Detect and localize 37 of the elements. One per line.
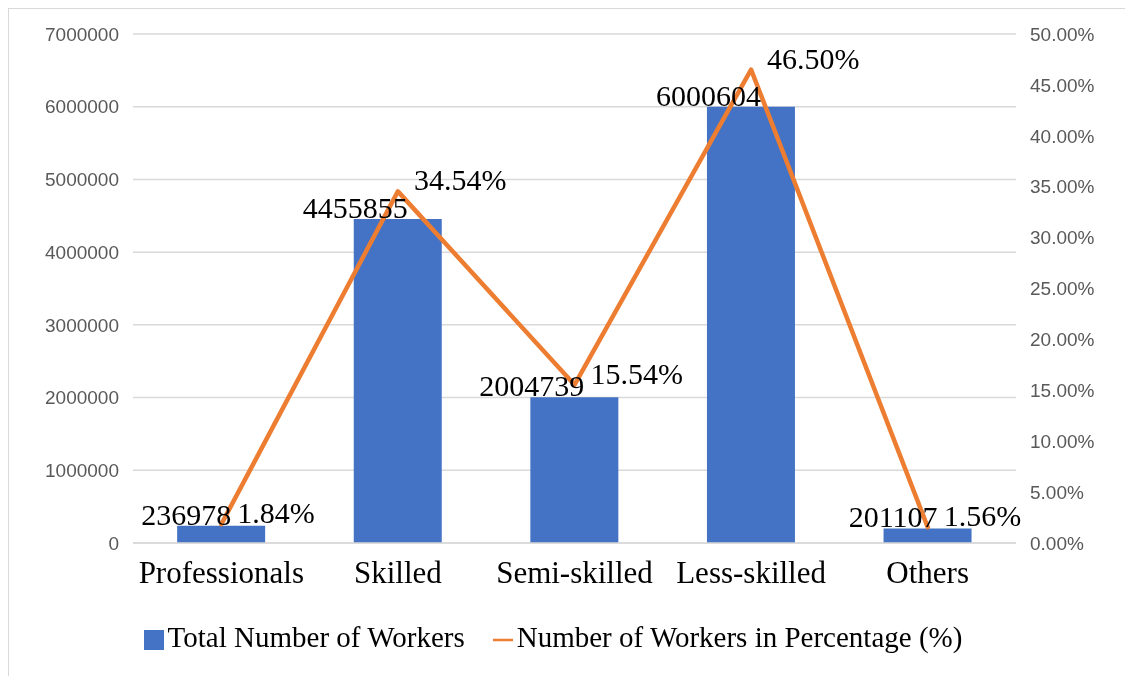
- y2-tick-label: 20.00%: [1030, 329, 1095, 351]
- y-tick-label: 6000000: [45, 96, 119, 118]
- y2-tick-label: 0.00%: [1030, 532, 1084, 554]
- y2-tick-label: 5.00%: [1030, 481, 1084, 503]
- x-tick-label: Professionals: [138, 555, 304, 591]
- x-tick-label: Skilled: [353, 555, 443, 591]
- bar: [177, 525, 266, 543]
- y-tick-label: 7000000: [45, 23, 119, 45]
- y2-tick-label: 45.00%: [1030, 74, 1095, 96]
- data-label: 1.84%: [237, 496, 315, 530]
- y2-tick-label: 15.00%: [1030, 380, 1095, 402]
- y2-tick-label: 40.00%: [1030, 125, 1095, 147]
- x-tick-label: Others: [886, 555, 970, 591]
- x-tick-label: Less-skilled: [676, 555, 827, 591]
- y2-tick-label: 35.00%: [1030, 176, 1095, 198]
- legend-label: Total Number of Workers: [167, 621, 465, 653]
- y-tick-label: 3000000: [45, 314, 119, 336]
- data-label: 15.54%: [590, 356, 683, 390]
- y-tick-label: 2000000: [45, 387, 119, 409]
- bar: [706, 106, 795, 543]
- y-tick-label: 5000000: [45, 169, 119, 191]
- y2-tick-label: 10.00%: [1030, 430, 1095, 452]
- data-label: 1.56%: [943, 499, 1022, 533]
- data-label: 2004739: [479, 369, 585, 403]
- y2-tick-label: 30.00%: [1030, 227, 1095, 249]
- y2-tick-label: 50.00%: [1030, 23, 1095, 45]
- bar: [530, 397, 619, 543]
- y-tick-label: 1000000: [45, 460, 119, 482]
- data-label: 46.50%: [767, 41, 860, 75]
- bar: [883, 528, 972, 543]
- data-label: 34.54%: [413, 163, 507, 197]
- y-tick-label: 4000000: [45, 241, 119, 263]
- bar: [353, 219, 442, 543]
- x-tick-label: Semi-skilled: [496, 555, 654, 591]
- y-tick-label: 0: [108, 532, 119, 554]
- legend-label: Number of Workers in Percentage (%): [516, 621, 963, 653]
- y2-tick-label: 25.00%: [1030, 278, 1095, 300]
